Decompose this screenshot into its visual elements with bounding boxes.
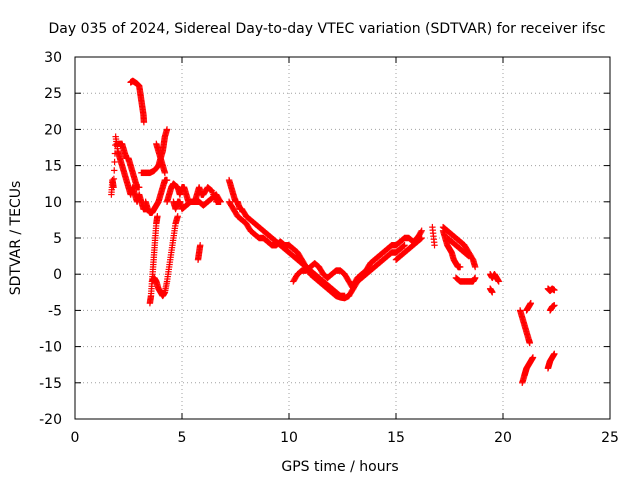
data-point xyxy=(465,252,472,260)
data-point xyxy=(464,252,472,259)
grid xyxy=(75,57,610,419)
y-tick-label: 0 xyxy=(53,267,62,283)
data-point xyxy=(163,126,171,133)
data-point xyxy=(140,118,148,126)
data-point xyxy=(489,289,496,296)
data-point xyxy=(154,213,161,220)
y-tick-label: 20 xyxy=(44,122,62,138)
data-point xyxy=(431,242,438,249)
data-point xyxy=(136,184,143,191)
data-point xyxy=(551,286,558,294)
data-point xyxy=(196,242,204,249)
y-tick-label: -10 xyxy=(39,340,62,356)
y-tick-label: 25 xyxy=(44,86,62,102)
data-point xyxy=(471,274,479,282)
data-point xyxy=(471,263,479,271)
data-point xyxy=(551,350,558,358)
x-tick-label: 0 xyxy=(71,430,80,446)
y-tick-label: -20 xyxy=(39,412,62,428)
y-tick-label: 15 xyxy=(44,159,62,175)
x-tick-label: 15 xyxy=(387,430,405,446)
data-point xyxy=(417,235,425,242)
data-point xyxy=(417,228,425,236)
data-point xyxy=(529,354,537,361)
data-point xyxy=(110,184,117,191)
data-point xyxy=(464,251,471,259)
x-tick-label: 20 xyxy=(494,430,512,446)
x-tick-label: 25 xyxy=(601,430,619,446)
data-point xyxy=(495,278,502,285)
y-tick-label: 10 xyxy=(44,195,62,211)
data-point xyxy=(418,227,425,234)
chart-title: Day 035 of 2024, Sidereal Day-to-day VTE… xyxy=(48,21,605,37)
data-point xyxy=(174,213,181,220)
data-point xyxy=(418,234,425,242)
data-point xyxy=(401,242,408,249)
data-point xyxy=(527,299,535,307)
plot-frame xyxy=(74,56,611,420)
data-point xyxy=(400,242,408,250)
data-point xyxy=(111,167,118,174)
data-point xyxy=(457,263,464,271)
axis-ticks: 0 5 10 15 20 25 30 25 20 15 10 5 0 -5 -10 -15 -20 xyxy=(39,50,619,446)
data-point xyxy=(111,158,118,166)
x-tick-label: 5 xyxy=(178,430,187,446)
y-tick-label: 30 xyxy=(44,50,62,66)
data-point xyxy=(161,169,169,177)
data-points xyxy=(108,77,558,386)
y-tick-label: -15 xyxy=(39,376,62,392)
x-axis-label: GPS time / hours xyxy=(281,459,398,475)
data-point xyxy=(551,302,558,309)
data-point xyxy=(526,339,533,347)
data-point xyxy=(399,243,407,250)
y-tick-label: 5 xyxy=(53,231,62,247)
data-point xyxy=(163,176,171,184)
data-point xyxy=(417,236,424,243)
data-point xyxy=(110,175,118,183)
x-tick-label: 10 xyxy=(280,430,298,446)
y-axis-label: SDTVAR / TECUs xyxy=(8,181,24,296)
data-point xyxy=(217,198,224,205)
y-tick-label: -5 xyxy=(48,303,62,319)
